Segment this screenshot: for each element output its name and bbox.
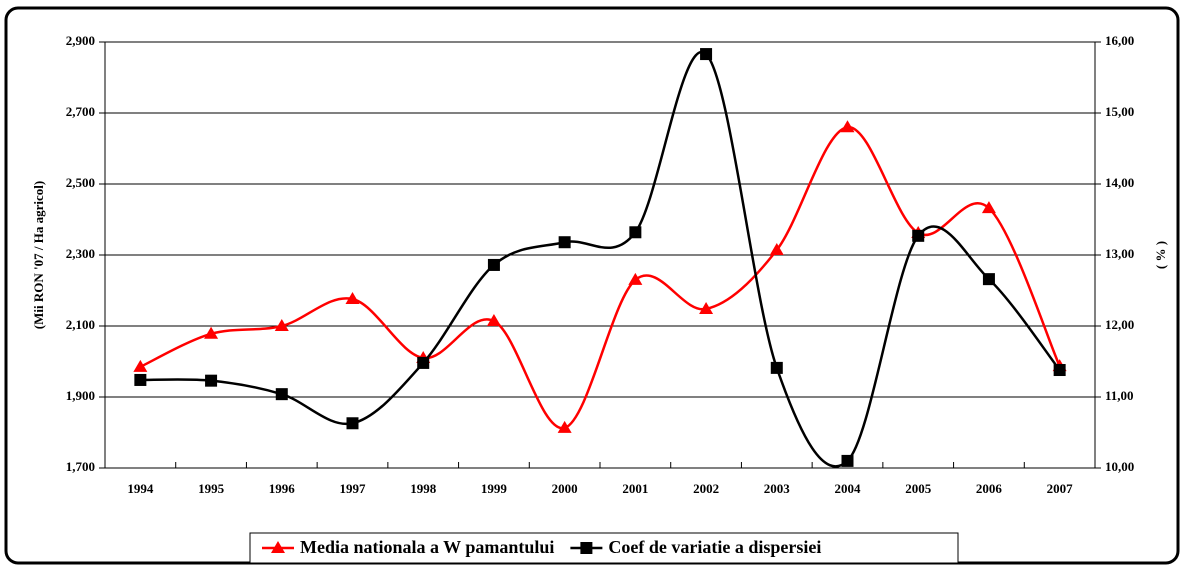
point — [912, 229, 925, 242]
y2-tick-label: 16,00 — [1105, 33, 1134, 48]
point — [204, 326, 219, 339]
point — [205, 374, 218, 387]
x-tick-label: 2005 — [905, 481, 932, 496]
x-tick-label: 1999 — [481, 481, 508, 496]
x-tick-label: 1996 — [269, 481, 296, 496]
y2-tick-label: 15,00 — [1105, 104, 1134, 119]
y2-tick-label: 10,00 — [1105, 459, 1134, 474]
x-tick-label: 2006 — [976, 481, 1003, 496]
y2-tick-label: 14,00 — [1105, 175, 1134, 190]
x-tick-label: 1998 — [410, 481, 437, 496]
legend-label: Coef de variatie a dispersiei — [608, 537, 821, 557]
y2-tick-label: 13,00 — [1105, 246, 1134, 261]
y-tick-label: 1,900 — [66, 388, 95, 403]
point — [133, 359, 148, 372]
y-tick-label: 2,900 — [66, 33, 95, 48]
point — [699, 301, 714, 314]
point — [274, 319, 289, 331]
x-tick-label: 1994 — [127, 481, 154, 496]
point — [628, 272, 643, 285]
x-tick-label: 1995 — [198, 481, 225, 496]
point — [345, 292, 360, 305]
legend-label: Media nationala a W pamantului — [300, 537, 554, 557]
x-tick-label: 1997 — [340, 481, 367, 496]
point — [840, 120, 855, 133]
x-tick-label: 2002 — [693, 481, 719, 496]
y2-axis-label: ( % ) — [1153, 241, 1168, 269]
point — [1053, 364, 1066, 377]
point — [558, 236, 571, 249]
y-axis-label: (Mii RON '07 / Ha agricol) — [31, 181, 46, 329]
y2-tick-label: 12,00 — [1105, 317, 1134, 332]
point — [629, 226, 642, 239]
legend-box — [249, 532, 959, 564]
point — [700, 48, 713, 61]
point — [580, 542, 593, 554]
point — [271, 541, 285, 553]
y-tick-label: 2,700 — [66, 104, 95, 119]
point — [770, 361, 783, 374]
point — [557, 420, 572, 433]
x-tick-label: 2004 — [835, 481, 862, 496]
y2-tick-label: 11,00 — [1105, 388, 1134, 403]
point — [134, 373, 147, 386]
point — [981, 201, 996, 214]
y-tick-label: 2,300 — [66, 246, 95, 261]
y-tick-label: 2,500 — [66, 175, 95, 190]
point — [486, 314, 501, 327]
point — [769, 243, 784, 256]
y-tick-label: 1,700 — [66, 459, 95, 474]
x-tick-label: 2003 — [764, 481, 791, 496]
x-tick-label: 2000 — [552, 481, 578, 496]
point — [982, 273, 995, 286]
y-tick-label: 2,100 — [66, 317, 95, 332]
point — [346, 417, 359, 430]
point — [841, 454, 854, 467]
series-line — [140, 50, 1061, 468]
x-tick-label: 2007 — [1047, 481, 1074, 496]
point — [417, 356, 430, 369]
point — [487, 258, 500, 271]
point — [275, 388, 288, 401]
x-tick-label: 2001 — [622, 481, 648, 496]
